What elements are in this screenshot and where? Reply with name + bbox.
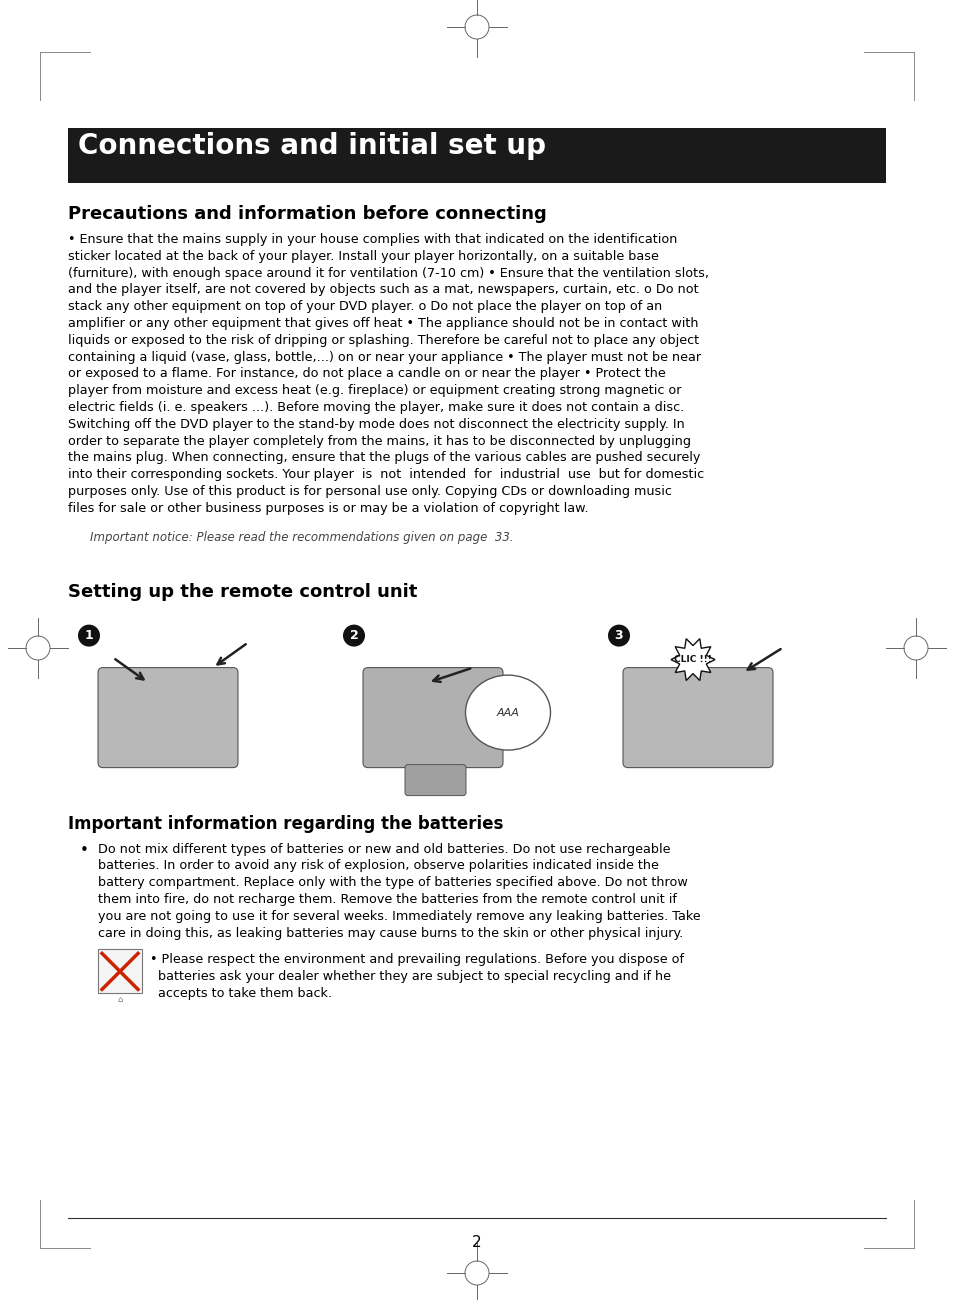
Text: Precautions and information before connecting: Precautions and information before conne… xyxy=(68,205,546,224)
Text: CLIC !!!: CLIC !!! xyxy=(674,655,711,664)
Text: into their corresponding sockets. Your player  is  not  intended  for  industria: into their corresponding sockets. Your p… xyxy=(68,468,703,481)
Text: you are not going to use it for several weeks. Immediately remove any leaking ba: you are not going to use it for several … xyxy=(98,910,700,923)
Text: • Ensure that the mains supply in your house complies with that indicated on the: • Ensure that the mains supply in your h… xyxy=(68,233,677,246)
Text: electric fields (i. e. speakers ...). Before moving the player, make sure it doe: electric fields (i. e. speakers ...). Be… xyxy=(68,400,683,413)
Text: •: • xyxy=(80,842,89,858)
Text: files for sale or other business purposes is or may be a violation of copyright : files for sale or other business purpose… xyxy=(68,502,588,515)
Text: player from moisture and excess heat (e.g. fireplace) or equipment creating stro: player from moisture and excess heat (e.… xyxy=(68,385,680,398)
Text: Important notice: Please read the recommendations given on page  33.: Important notice: Please read the recomm… xyxy=(90,530,513,543)
Text: Setting up the remote control unit: Setting up the remote control unit xyxy=(68,582,417,601)
Text: 1: 1 xyxy=(85,629,93,642)
Text: accepts to take them back.: accepts to take them back. xyxy=(150,987,332,1000)
Polygon shape xyxy=(670,638,714,680)
Text: 2: 2 xyxy=(349,629,358,642)
FancyBboxPatch shape xyxy=(98,668,237,767)
Text: the mains plug. When connecting, ensure that the plugs of the various cables are: the mains plug. When connecting, ensure … xyxy=(68,451,700,464)
Text: and the player itself, are not covered by objects such as a mat, newspapers, cur: and the player itself, are not covered b… xyxy=(68,283,698,296)
Text: battery compartment. Replace only with the type of batteries specified above. Do: battery compartment. Replace only with t… xyxy=(98,876,687,889)
Text: 2: 2 xyxy=(472,1235,481,1251)
Text: • Please respect the environment and prevailing regulations. Before you dispose : • Please respect the environment and pre… xyxy=(150,953,683,966)
Text: Connections and initial set up: Connections and initial set up xyxy=(78,133,545,160)
Text: them into fire, do not recharge them. Remove the batteries from the remote contr: them into fire, do not recharge them. Re… xyxy=(98,893,677,906)
Text: order to separate the player completely from the mains, it has to be disconnecte: order to separate the player completely … xyxy=(68,434,690,447)
Text: stack any other equipment on top of your DVD player. o Do not place the player o: stack any other equipment on top of your… xyxy=(68,300,661,313)
Circle shape xyxy=(343,624,365,646)
Text: ⌂: ⌂ xyxy=(117,994,123,1004)
Text: 3: 3 xyxy=(614,629,622,642)
Text: Switching off the DVD player to the stand-by mode does not disconnect the electr: Switching off the DVD player to the stan… xyxy=(68,417,684,430)
Text: Do not mix different types of batteries or new and old batteries. Do not use rec: Do not mix different types of batteries … xyxy=(98,842,670,855)
Text: purposes only. Use of this product is for personal use only. Copying CDs or down: purposes only. Use of this product is fo… xyxy=(68,485,671,498)
Bar xyxy=(98,949,142,993)
FancyBboxPatch shape xyxy=(622,668,772,767)
Text: or exposed to a flame. For instance, do not place a candle on or near the player: or exposed to a flame. For instance, do … xyxy=(68,368,665,381)
Text: batteries ask your dealer whether they are subject to special recycling and if h: batteries ask your dealer whether they a… xyxy=(150,970,670,983)
Circle shape xyxy=(607,624,629,646)
Text: containing a liquid (vase, glass, bottle,...) on or near your appliance • The pl: containing a liquid (vase, glass, bottle… xyxy=(68,351,700,364)
FancyBboxPatch shape xyxy=(363,668,502,767)
Circle shape xyxy=(78,624,100,646)
Text: sticker located at the back of your player. Install your player horizontally, on: sticker located at the back of your play… xyxy=(68,250,659,263)
Text: amplifier or any other equipment that gives off heat • The appliance should not : amplifier or any other equipment that gi… xyxy=(68,317,698,330)
Bar xyxy=(68,127,885,183)
Text: (furniture), with enough space around it for ventilation (7-10 cm) • Ensure that: (furniture), with enough space around it… xyxy=(68,266,708,280)
Text: liquids or exposed to the risk of dripping or splashing. Therefore be careful no: liquids or exposed to the risk of drippi… xyxy=(68,334,699,347)
Text: batteries. In order to avoid any risk of explosion, observe polarities indicated: batteries. In order to avoid any risk of… xyxy=(98,859,659,872)
Text: care in doing this, as leaking batteries may cause burns to the skin or other ph: care in doing this, as leaking batteries… xyxy=(98,927,682,940)
Ellipse shape xyxy=(465,675,550,750)
Text: Important information regarding the batteries: Important information regarding the batt… xyxy=(68,815,503,832)
Text: AAA: AAA xyxy=(497,707,518,718)
FancyBboxPatch shape xyxy=(405,764,465,796)
